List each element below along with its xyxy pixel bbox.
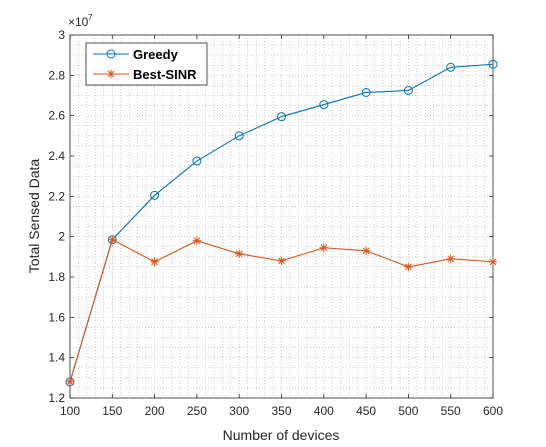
x-axis-label: Number of devices [223,427,340,443]
x-tick-label: 600 [483,404,503,418]
data-point-circle [488,59,498,69]
y-tick-label: 3 [58,28,65,42]
asterisk-stroke [447,255,455,263]
y-tick-label: 1.8 [48,270,65,284]
legend-label: Greedy [133,47,179,62]
asterisk-stroke [151,258,158,266]
x-tick-label: 200 [145,404,165,418]
y-exponent-base: ×10 [68,15,89,29]
y-tick-label: 1.4 [48,351,65,365]
x-tick-label: 150 [102,404,122,418]
data-point-asterisk [404,262,413,272]
legend: Greedy Best-SINR [85,42,208,86]
legend-item: Greedy [93,47,179,62]
y-tick-label: 1.2 [48,391,65,405]
y-axis-label: Total Sensed Data [26,159,42,274]
data-point-asterisk [488,257,498,267]
data-point-asterisk [65,377,75,387]
data-point-circle [319,100,329,110]
data-point-circle [403,85,413,95]
y-tick-label: 2 [58,230,65,244]
x-tick-label: 350 [271,404,291,418]
asterisk-stroke [320,244,328,252]
y-tick-labels: 1.2 1.4 1.6 1.8 2 2.2 2.4 2.6 2.8 3 [48,28,65,405]
asterisk-stroke [108,236,116,244]
legend-label: Best-SINR [133,67,197,82]
asterisk-stroke [235,250,243,258]
data-point-asterisk [106,69,116,79]
asterisk-stroke [362,247,370,255]
series-best-sinr [65,235,498,387]
series-line [69,63,494,383]
data-point-asterisk [361,246,371,255]
x-tick-label: 300 [229,404,249,418]
legend-item: Best-SINR [93,67,197,82]
y-tick-label: 2.2 [48,189,65,203]
data-point-asterisk [235,249,244,259]
data-point-asterisk [192,236,202,245]
data-point-circle [361,87,371,97]
y-exponent-power: 7 [88,13,93,22]
asterisk-stroke [489,258,497,266]
asterisk-stroke [193,237,201,245]
x-tick-label: 100 [60,404,80,418]
data-point-asterisk [446,254,455,264]
data-point-circle [192,156,202,166]
y-tick-label: 2.6 [48,109,65,123]
data-point-asterisk [277,256,286,266]
x-tick-label: 550 [441,404,461,418]
x-tick-label: 400 [314,404,334,418]
data-point-circle [106,49,116,59]
asterisk-stroke [107,70,115,78]
x-tick-labels: 100 150 200 250 300 350 400 450 500 550 600 [60,404,503,418]
data-point-circle [446,62,456,72]
y-tick-label: 1.6 [48,310,65,324]
asterisk-stroke [278,257,285,265]
x-tick-label: 450 [356,404,376,418]
data-point-circle [150,190,160,200]
data-point-asterisk [108,235,117,244]
y-tick-label: 2.4 [48,149,65,163]
asterisk-stroke [405,263,412,271]
series-layer [65,59,498,387]
axes [69,34,494,399]
asterisk-stroke [66,378,74,386]
data-point-circle [234,131,244,141]
x-tick-label: 500 [398,404,418,418]
y-tick-label: 2.8 [48,68,65,82]
data-point-circle [277,112,286,122]
data-point-asterisk [150,257,159,267]
minor-grid [70,35,493,398]
legend-box [85,42,208,86]
x-tick-label: 250 [187,404,207,418]
data-point-asterisk [319,243,328,252]
